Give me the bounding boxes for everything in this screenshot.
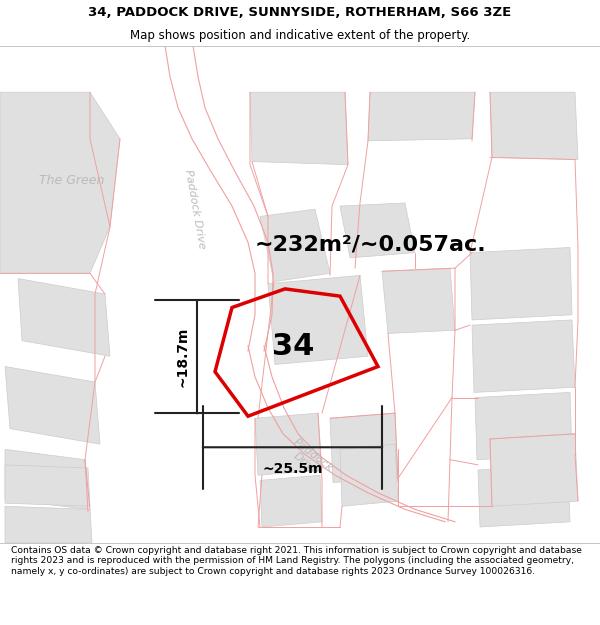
Polygon shape xyxy=(255,413,322,475)
Text: 34, PADDOCK DRIVE, SUNNYSIDE, ROTHERHAM, S66 3ZE: 34, PADDOCK DRIVE, SUNNYSIDE, ROTHERHAM,… xyxy=(88,6,512,19)
Polygon shape xyxy=(165,46,273,351)
Text: The Green: The Green xyxy=(40,174,104,187)
Text: Map shows position and indicative extent of the property.: Map shows position and indicative extent… xyxy=(130,29,470,42)
Polygon shape xyxy=(340,444,398,506)
Polygon shape xyxy=(5,366,100,444)
Polygon shape xyxy=(490,92,578,159)
Polygon shape xyxy=(330,413,398,482)
Polygon shape xyxy=(368,92,475,141)
Polygon shape xyxy=(260,209,330,282)
Polygon shape xyxy=(490,434,578,506)
Polygon shape xyxy=(248,346,455,522)
Text: Paddock Drive: Paddock Drive xyxy=(183,169,207,250)
Polygon shape xyxy=(5,506,92,542)
Polygon shape xyxy=(478,465,570,527)
Polygon shape xyxy=(475,392,572,460)
Polygon shape xyxy=(470,248,572,320)
Text: ~232m²/~0.057ac.: ~232m²/~0.057ac. xyxy=(254,234,486,254)
Polygon shape xyxy=(18,279,110,356)
Polygon shape xyxy=(5,449,88,509)
Polygon shape xyxy=(260,475,322,527)
Polygon shape xyxy=(382,268,455,333)
Polygon shape xyxy=(5,465,90,506)
Polygon shape xyxy=(472,320,575,392)
Polygon shape xyxy=(250,92,348,164)
Text: 34: 34 xyxy=(272,332,314,361)
Text: ~25.5m: ~25.5m xyxy=(262,462,323,476)
Text: ~18.7m: ~18.7m xyxy=(175,326,189,387)
Polygon shape xyxy=(268,276,368,364)
Text: Paddock
Drive: Paddock Drive xyxy=(285,437,335,483)
Text: Contains OS data © Crown copyright and database right 2021. This information is : Contains OS data © Crown copyright and d… xyxy=(11,546,581,576)
Polygon shape xyxy=(0,92,120,273)
Polygon shape xyxy=(340,203,415,258)
